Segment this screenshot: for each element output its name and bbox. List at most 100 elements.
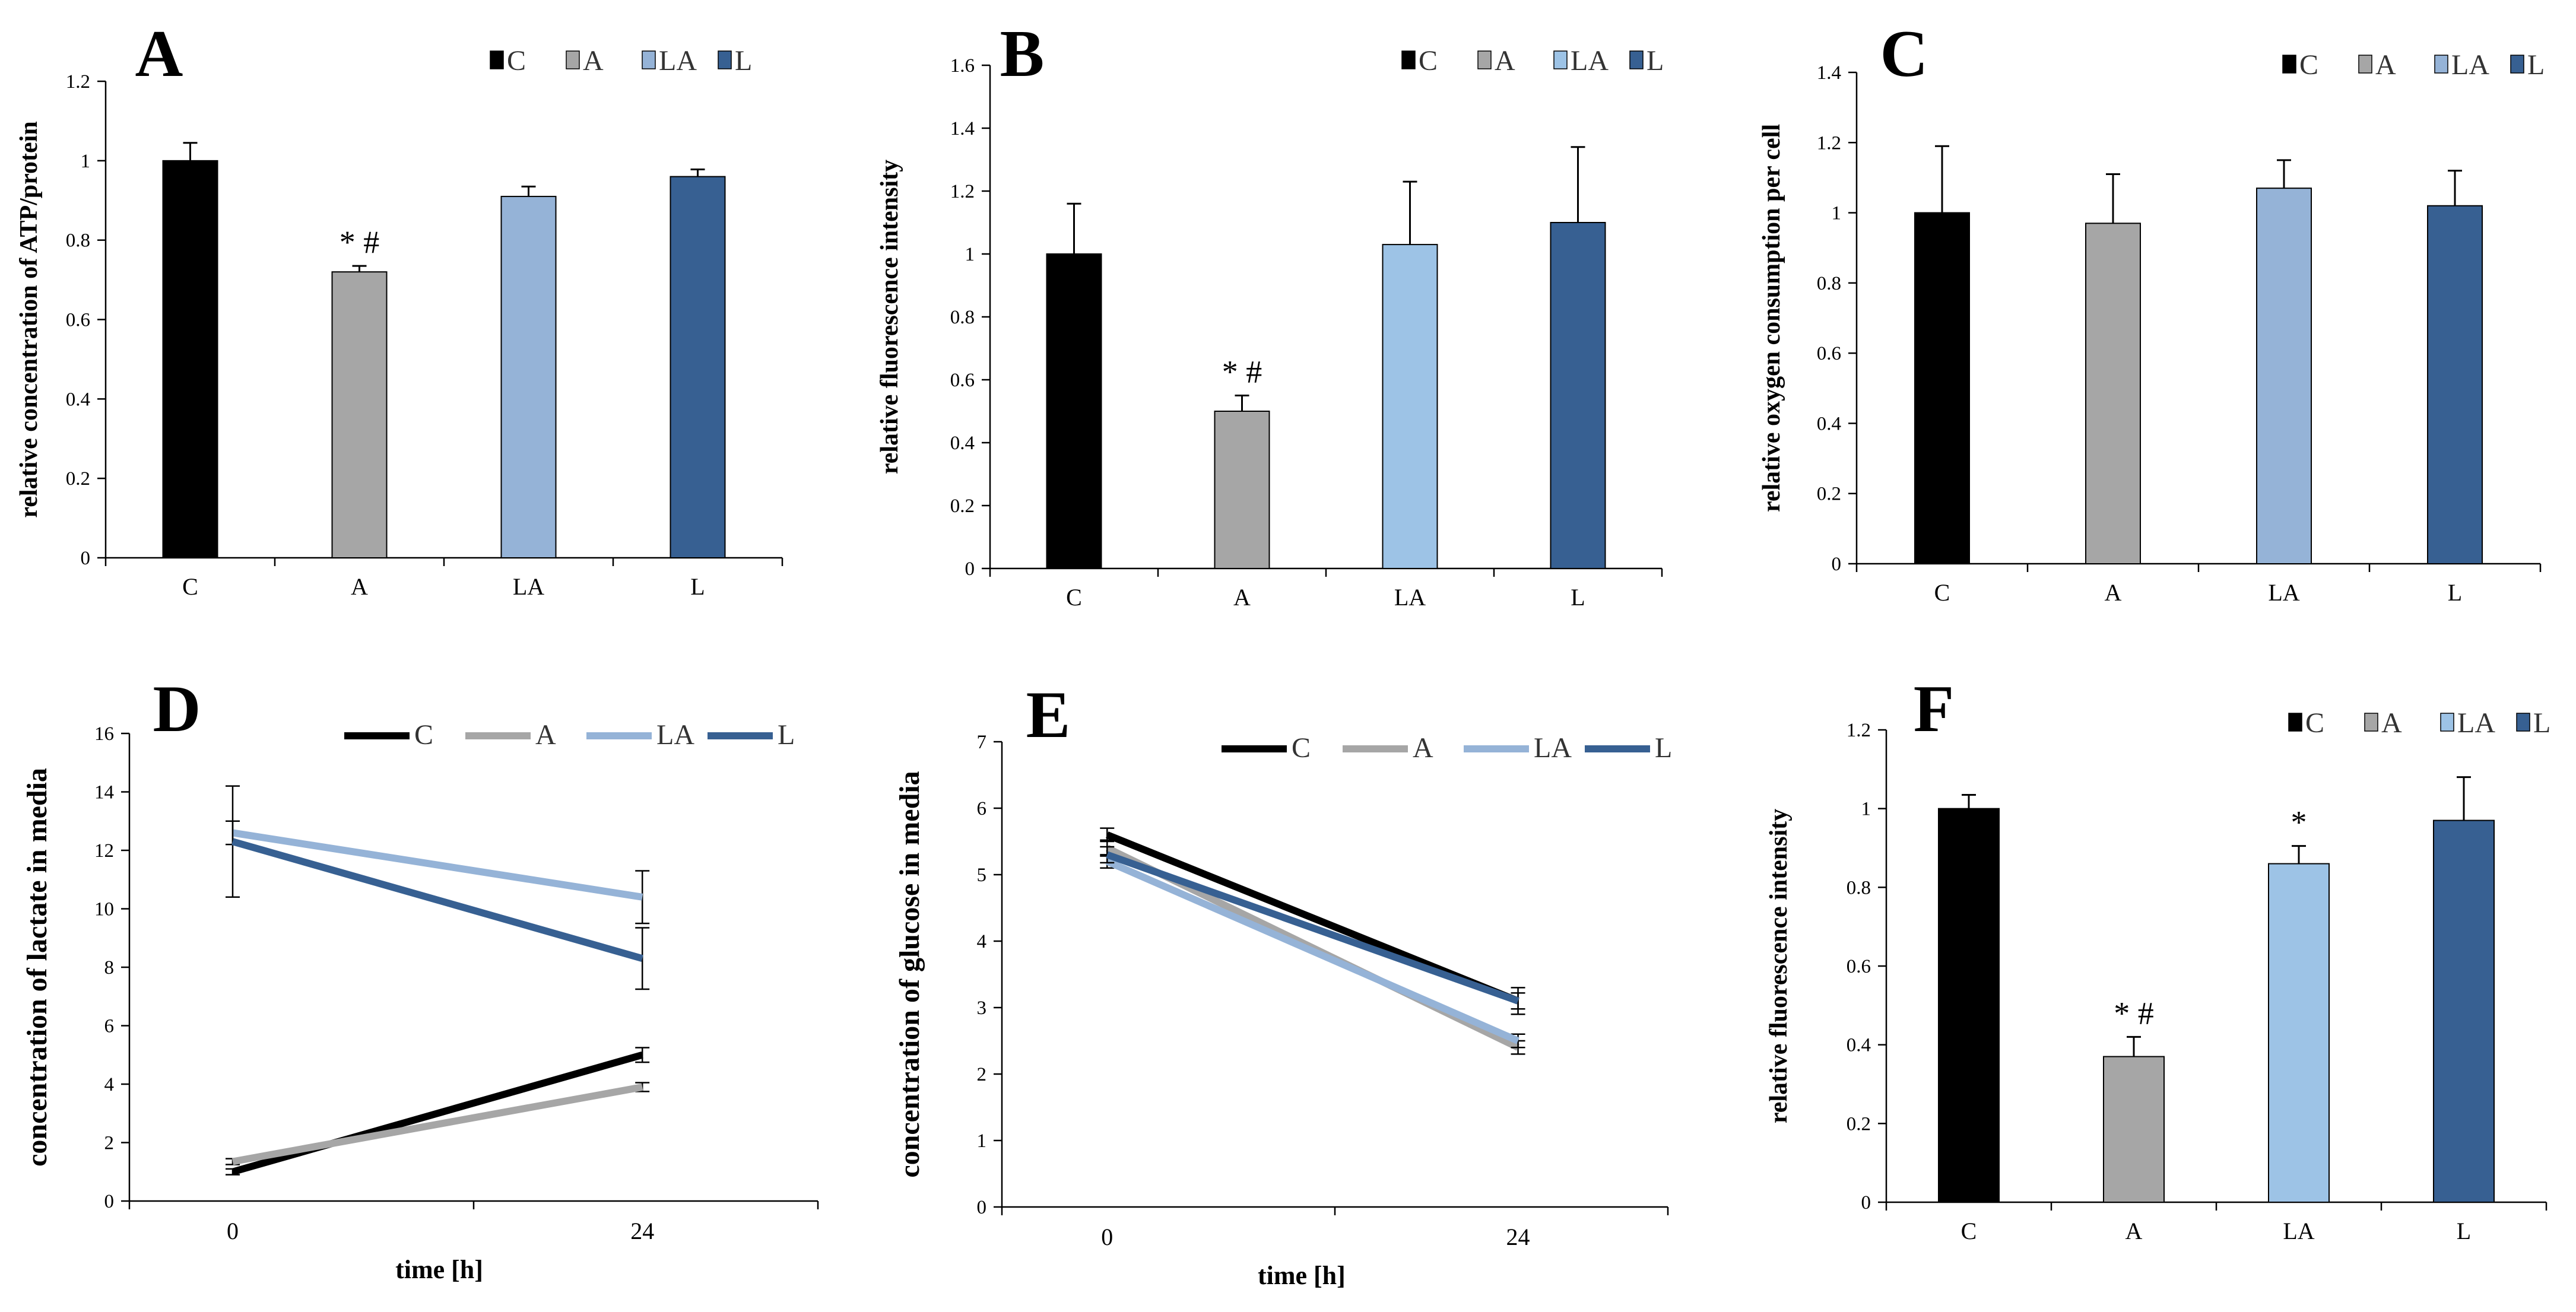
category-label-a: A	[2125, 1218, 2143, 1244]
panel-e: E 0 1 2 3 4 5 6 7 concentration of glucose in med…	[894, 678, 1672, 1290]
y-tick-label: 0.2	[950, 495, 975, 517]
legend-label-a: A	[535, 719, 556, 751]
y-tick-label: 4	[104, 1074, 115, 1095]
significance-marker: * #	[1222, 354, 1262, 390]
bar-l	[1550, 222, 1606, 569]
category-label-l: L	[1571, 584, 1585, 611]
significance-marker: * #	[340, 224, 380, 260]
legend-swatch-l	[2516, 713, 2530, 732]
bar-a	[2103, 1056, 2165, 1203]
y-tick-label: 1.4	[950, 118, 975, 139]
y-tick-label: 0.6	[66, 310, 90, 331]
legend-label-l: L	[1647, 45, 1664, 77]
y-tick-label: 0.8	[1847, 877, 1871, 898]
y-tick-label: 0.8	[950, 307, 975, 328]
y-tick-label: 1	[977, 1130, 987, 1152]
panel-letter-d: D	[153, 672, 201, 746]
series-line-la	[232, 829, 643, 901]
category-label-la: LA	[513, 573, 544, 600]
y-tick-label: 6	[104, 1016, 115, 1037]
legend-label-l: L	[735, 45, 752, 77]
y-tick-label: 0	[965, 558, 975, 580]
significance-marker: *	[2291, 805, 2307, 840]
panel-f: F 0 0.2 0.4 0.6 0.8 1 1.2 relative fluorescence …	[1765, 672, 2550, 1244]
legend-label-l: L	[2533, 707, 2550, 739]
legend-label-l: L	[1655, 732, 1672, 764]
y-tick-label: 1.4	[1817, 62, 1841, 84]
y-axis-title: relative oxygen consumption per cell	[1758, 124, 1785, 512]
y-tick-label: 0	[104, 1191, 115, 1212]
y-tick-label: 1	[81, 151, 91, 172]
legend-label-a: A	[1413, 732, 1433, 764]
y-tick-label: 0.8	[66, 230, 90, 252]
y-axis-title: relative fluorescence intensity	[1765, 809, 1793, 1123]
panel-c: C 0 0.2 0.4 0.6 0.8 1 1.2 1.4 relative oxygen con…	[1758, 17, 2545, 606]
y-tick-label: 0.4	[1817, 413, 1841, 434]
legend-label-c: C	[414, 719, 433, 751]
x-tick-label: 24	[630, 1218, 654, 1244]
series-line-l	[231, 838, 643, 962]
legend-swatch-la	[1553, 50, 1568, 69]
x-axis-title: time [h]	[1258, 1261, 1346, 1290]
significance-marker: * #	[2114, 995, 2154, 1031]
legend-swatch-a	[2364, 713, 2378, 732]
y-tick-label: 1.6	[950, 55, 975, 77]
legend-swatch-l	[718, 50, 732, 69]
legend-swatch-c	[490, 50, 504, 69]
bar-l	[670, 176, 726, 559]
y-axis-title: concentration of lactate in media	[21, 768, 53, 1167]
y-tick-label: 5	[977, 865, 987, 886]
panel-letter-c: C	[1880, 17, 1928, 91]
bar-la	[2256, 188, 2312, 564]
bar-l	[2427, 205, 2483, 564]
legend-label-a: A	[583, 45, 604, 77]
legend-label-l: L	[778, 719, 795, 751]
y-tick-label: 0.6	[1847, 956, 1871, 977]
category-label-la: LA	[1394, 584, 1426, 611]
y-tick-label: 12	[94, 840, 114, 862]
legend-label-la: LA	[1534, 732, 1572, 764]
y-tick-label: 1	[1832, 203, 1842, 224]
category-label-la: LA	[2283, 1218, 2314, 1244]
bar-c	[1914, 212, 1970, 565]
panel-b: B 0 0.2 0.4 0.6 0.8 1 1.2 1.4 1.6 relative fluores…	[876, 17, 1664, 611]
category-label-c: C	[1961, 1218, 1977, 1244]
panel-letter-b: B	[1000, 17, 1045, 91]
legend-swatch-c	[2282, 55, 2296, 74]
bar-a	[2085, 223, 2141, 565]
bar-c	[1046, 253, 1102, 569]
legend-swatch-la	[642, 50, 656, 69]
y-tick-label: 16	[94, 723, 114, 745]
bar-a	[331, 271, 388, 558]
legend-label-c: C	[1419, 45, 1438, 77]
y-tick-label: 14	[94, 782, 114, 803]
category-label-la: LA	[2268, 579, 2299, 606]
series-line-a	[231, 1084, 643, 1165]
y-tick-label: 0.2	[1817, 484, 1841, 505]
category-label-l: L	[690, 573, 705, 600]
bar-a	[1214, 411, 1270, 569]
legend-label-c: C	[507, 45, 526, 77]
y-axis-title: relative concentration of ATP/protein	[15, 121, 43, 517]
panel-letter-a: A	[135, 17, 183, 91]
category-label-a: A	[1233, 584, 1251, 611]
category-label-a: A	[351, 573, 368, 600]
legend-swatch-l	[1629, 50, 1644, 69]
y-tick-label: 2	[977, 1064, 987, 1085]
legend-label-a: A	[2381, 707, 2402, 739]
y-tick-label: 7	[977, 732, 987, 753]
y-tick-label: 4	[977, 931, 987, 952]
x-tick-label: 0	[1101, 1224, 1113, 1250]
legend-label-a: A	[2375, 49, 2396, 81]
y-tick-label: 0.4	[1847, 1035, 1871, 1056]
y-tick-label: 8	[104, 957, 115, 979]
legend-swatch-c	[1401, 50, 1416, 69]
y-tick-label: 0	[81, 548, 91, 569]
panel-letter-f: F	[1914, 672, 1954, 746]
y-tick-label: 1.2	[1817, 132, 1841, 154]
y-tick-label: 1.2	[1847, 720, 1871, 741]
y-tick-label: 0	[1861, 1192, 1871, 1213]
y-tick-label: 1	[1861, 799, 1871, 820]
bar-la	[1382, 244, 1438, 570]
